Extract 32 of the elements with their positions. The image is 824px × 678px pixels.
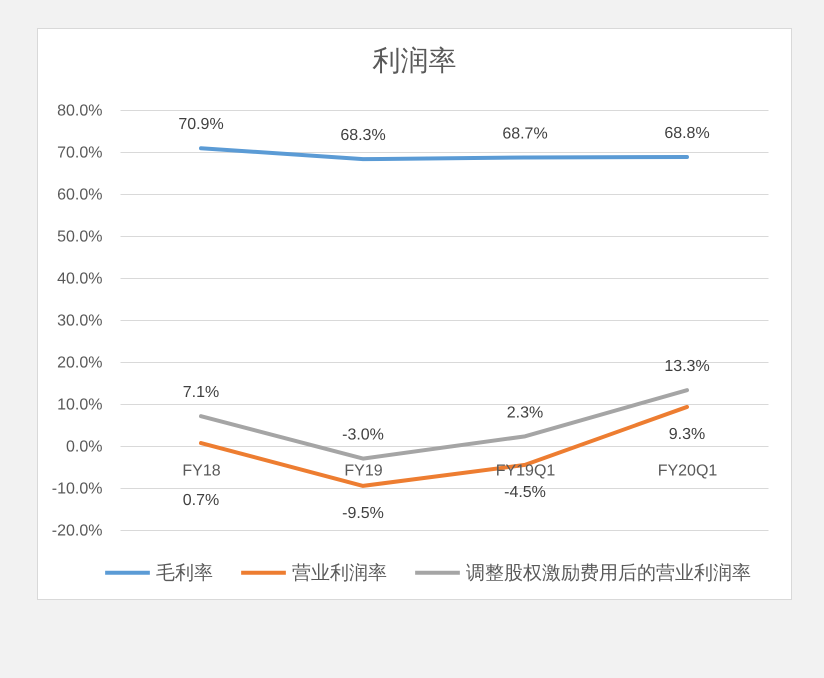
y-tick-label: 50.0% (57, 228, 102, 246)
data-label: 7.1% (182, 384, 220, 402)
data-label: 68.3% (340, 127, 386, 144)
data-label: 13.3% (664, 358, 710, 376)
y-tick-label: 80.0% (57, 102, 102, 120)
data-label: 68.8% (664, 125, 710, 142)
y-tick-label: 70.0% (57, 144, 102, 162)
y-tick-label: 30.0% (57, 312, 102, 330)
data-label: 9.3% (668, 426, 706, 443)
y-tick-label: -20.0% (52, 522, 102, 540)
legend-label: 营业利润率 (292, 562, 387, 584)
data-label: -9.5% (342, 504, 384, 522)
x-tick-label: FY19 (344, 462, 383, 480)
y-tick-label: 60.0% (57, 186, 102, 204)
data-label: 68.7% (502, 125, 548, 142)
data-label: 70.9% (178, 116, 224, 134)
x-tick-label: FY18 (182, 462, 221, 480)
y-tick-label: 0.0% (66, 438, 102, 456)
y-tick-label: -10.0% (52, 480, 102, 498)
chart-title: 利润率 (372, 45, 456, 76)
x-tick-label: FY20Q1 (658, 462, 718, 480)
data-label: 0.7% (182, 492, 220, 510)
data-label: -4.5% (504, 484, 546, 501)
x-tick-label: FY19Q1 (496, 462, 556, 480)
y-tick-label: 20.0% (57, 354, 102, 372)
y-tick-label: 40.0% (57, 270, 102, 288)
y-tick-label: 10.0% (57, 396, 102, 414)
legend-label: 调整股权激励费用后的营业利润率 (466, 562, 751, 584)
data-label: -3.0% (342, 426, 384, 444)
line-series (199, 146, 689, 162)
legend-label: 毛利率 (156, 562, 213, 584)
data-label: 2.3% (506, 404, 544, 422)
